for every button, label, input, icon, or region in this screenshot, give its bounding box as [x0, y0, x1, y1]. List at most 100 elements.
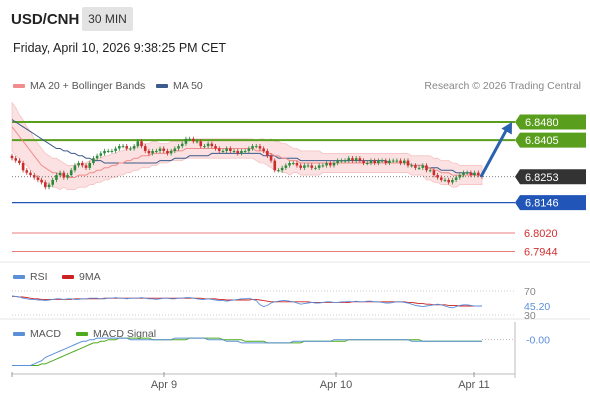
candle-body: [188, 138, 191, 140]
candle-body: [192, 138, 195, 142]
candle: [66, 172, 69, 180]
candle: [114, 146, 117, 154]
rsi-ma-line: [12, 295, 482, 307]
candle-body: [132, 146, 136, 149]
candle: [151, 148, 154, 156]
legend-ma20: MA 20 + Bollinger Bands: [13, 80, 145, 92]
candle: [377, 158, 380, 166]
candle-body: [88, 163, 92, 168]
candle: [395, 158, 399, 163]
candle-body: [206, 143, 210, 147]
candle-body: [84, 165, 88, 168]
candle-body: [473, 172, 476, 176]
candle: [269, 153, 273, 163]
source-credit: Research © 2026 Trading Central: [424, 80, 581, 92]
candle-body: [391, 160, 395, 162]
candle: [365, 160, 369, 166]
candle-body: [277, 170, 280, 172]
candle: [236, 148, 240, 156]
candle: [243, 148, 247, 154]
candle: [103, 148, 106, 156]
candle-body: [199, 141, 203, 147]
candle-body: [143, 146, 147, 151]
candle-body: [166, 150, 169, 154]
candle: [454, 175, 458, 183]
macd-label: MACD: [30, 328, 61, 340]
candle-body: [258, 146, 262, 149]
candle: [343, 158, 347, 163]
candle-body: [236, 150, 240, 154]
candle: [118, 143, 121, 151]
candle-body: [110, 150, 114, 152]
candle-body: [214, 146, 217, 149]
level-tag-resistance: 6.8405: [515, 132, 586, 148]
candle: [136, 139, 140, 149]
candle: [295, 160, 299, 168]
candle-body: [306, 165, 310, 167]
candle-body: [414, 165, 417, 168]
candle: [140, 139, 143, 149]
candle: [192, 136, 195, 144]
candle-body: [380, 160, 384, 162]
candle-body: [377, 160, 380, 164]
candle: [44, 180, 47, 190]
level-tag-label: 6.8146: [525, 198, 559, 210]
candle: [399, 158, 402, 166]
candle-body: [73, 165, 77, 171]
x-tick-label: Apr 11: [458, 379, 490, 391]
candle-body: [118, 146, 121, 149]
candle: [347, 156, 351, 163]
candle: [106, 148, 110, 154]
candle-body: [421, 165, 425, 168]
rsi-tick-label: 45.20: [524, 301, 550, 313]
candle-body: [325, 163, 328, 166]
timeframe-button[interactable]: 30 MIN: [82, 7, 133, 31]
candle-body: [180, 143, 184, 147]
candle: [92, 156, 95, 166]
candle-body: [69, 170, 73, 176]
candle: [36, 175, 40, 183]
candle: [373, 158, 376, 166]
candle: [158, 146, 162, 154]
candle-body: [417, 167, 421, 169]
candle: [217, 146, 221, 154]
candle: [247, 146, 251, 154]
candle: [391, 158, 395, 163]
candle-body: [177, 146, 180, 149]
candle: [406, 158, 410, 168]
legend-macd: MACD: [13, 328, 61, 340]
candle: [47, 182, 51, 190]
candle-body: [454, 177, 458, 180]
candle: [336, 158, 339, 166]
candle: [332, 160, 336, 168]
candle-body: [402, 160, 406, 164]
candle-body: [469, 172, 473, 176]
candle-body: [25, 170, 29, 173]
candle: [443, 177, 447, 183]
candle: [291, 160, 295, 166]
candle-body: [395, 160, 399, 162]
candle: [354, 156, 358, 163]
candle-body: [10, 155, 14, 159]
candle: [303, 163, 306, 171]
candle: [132, 143, 136, 151]
candle: [21, 160, 25, 173]
candle: [77, 160, 80, 168]
candle: [384, 158, 388, 166]
candle-body: [336, 160, 339, 164]
symbol-title: USD/CNH: [11, 11, 80, 28]
candle-body: [217, 148, 221, 151]
candle-body: [365, 163, 369, 165]
rsi-ma-swatch: [62, 275, 74, 279]
candle-body: [358, 158, 362, 161]
candle-body: [458, 175, 462, 178]
candle: [210, 141, 214, 149]
candle: [428, 168, 432, 173]
candle: [221, 148, 225, 154]
candle: [29, 170, 32, 178]
forecast-arrow-head: [501, 121, 512, 135]
macd-swatch: [13, 332, 25, 336]
legend-rsi: RSI: [13, 271, 48, 283]
candle: [317, 163, 321, 171]
rsi-tick-label: 30: [524, 310, 536, 322]
